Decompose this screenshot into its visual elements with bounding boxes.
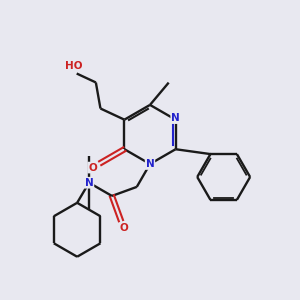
- Text: N: N: [85, 178, 93, 188]
- Text: N: N: [146, 159, 154, 169]
- Text: HO: HO: [65, 61, 82, 71]
- Text: N: N: [171, 113, 180, 123]
- Text: O: O: [119, 223, 128, 233]
- Text: O: O: [88, 163, 97, 172]
